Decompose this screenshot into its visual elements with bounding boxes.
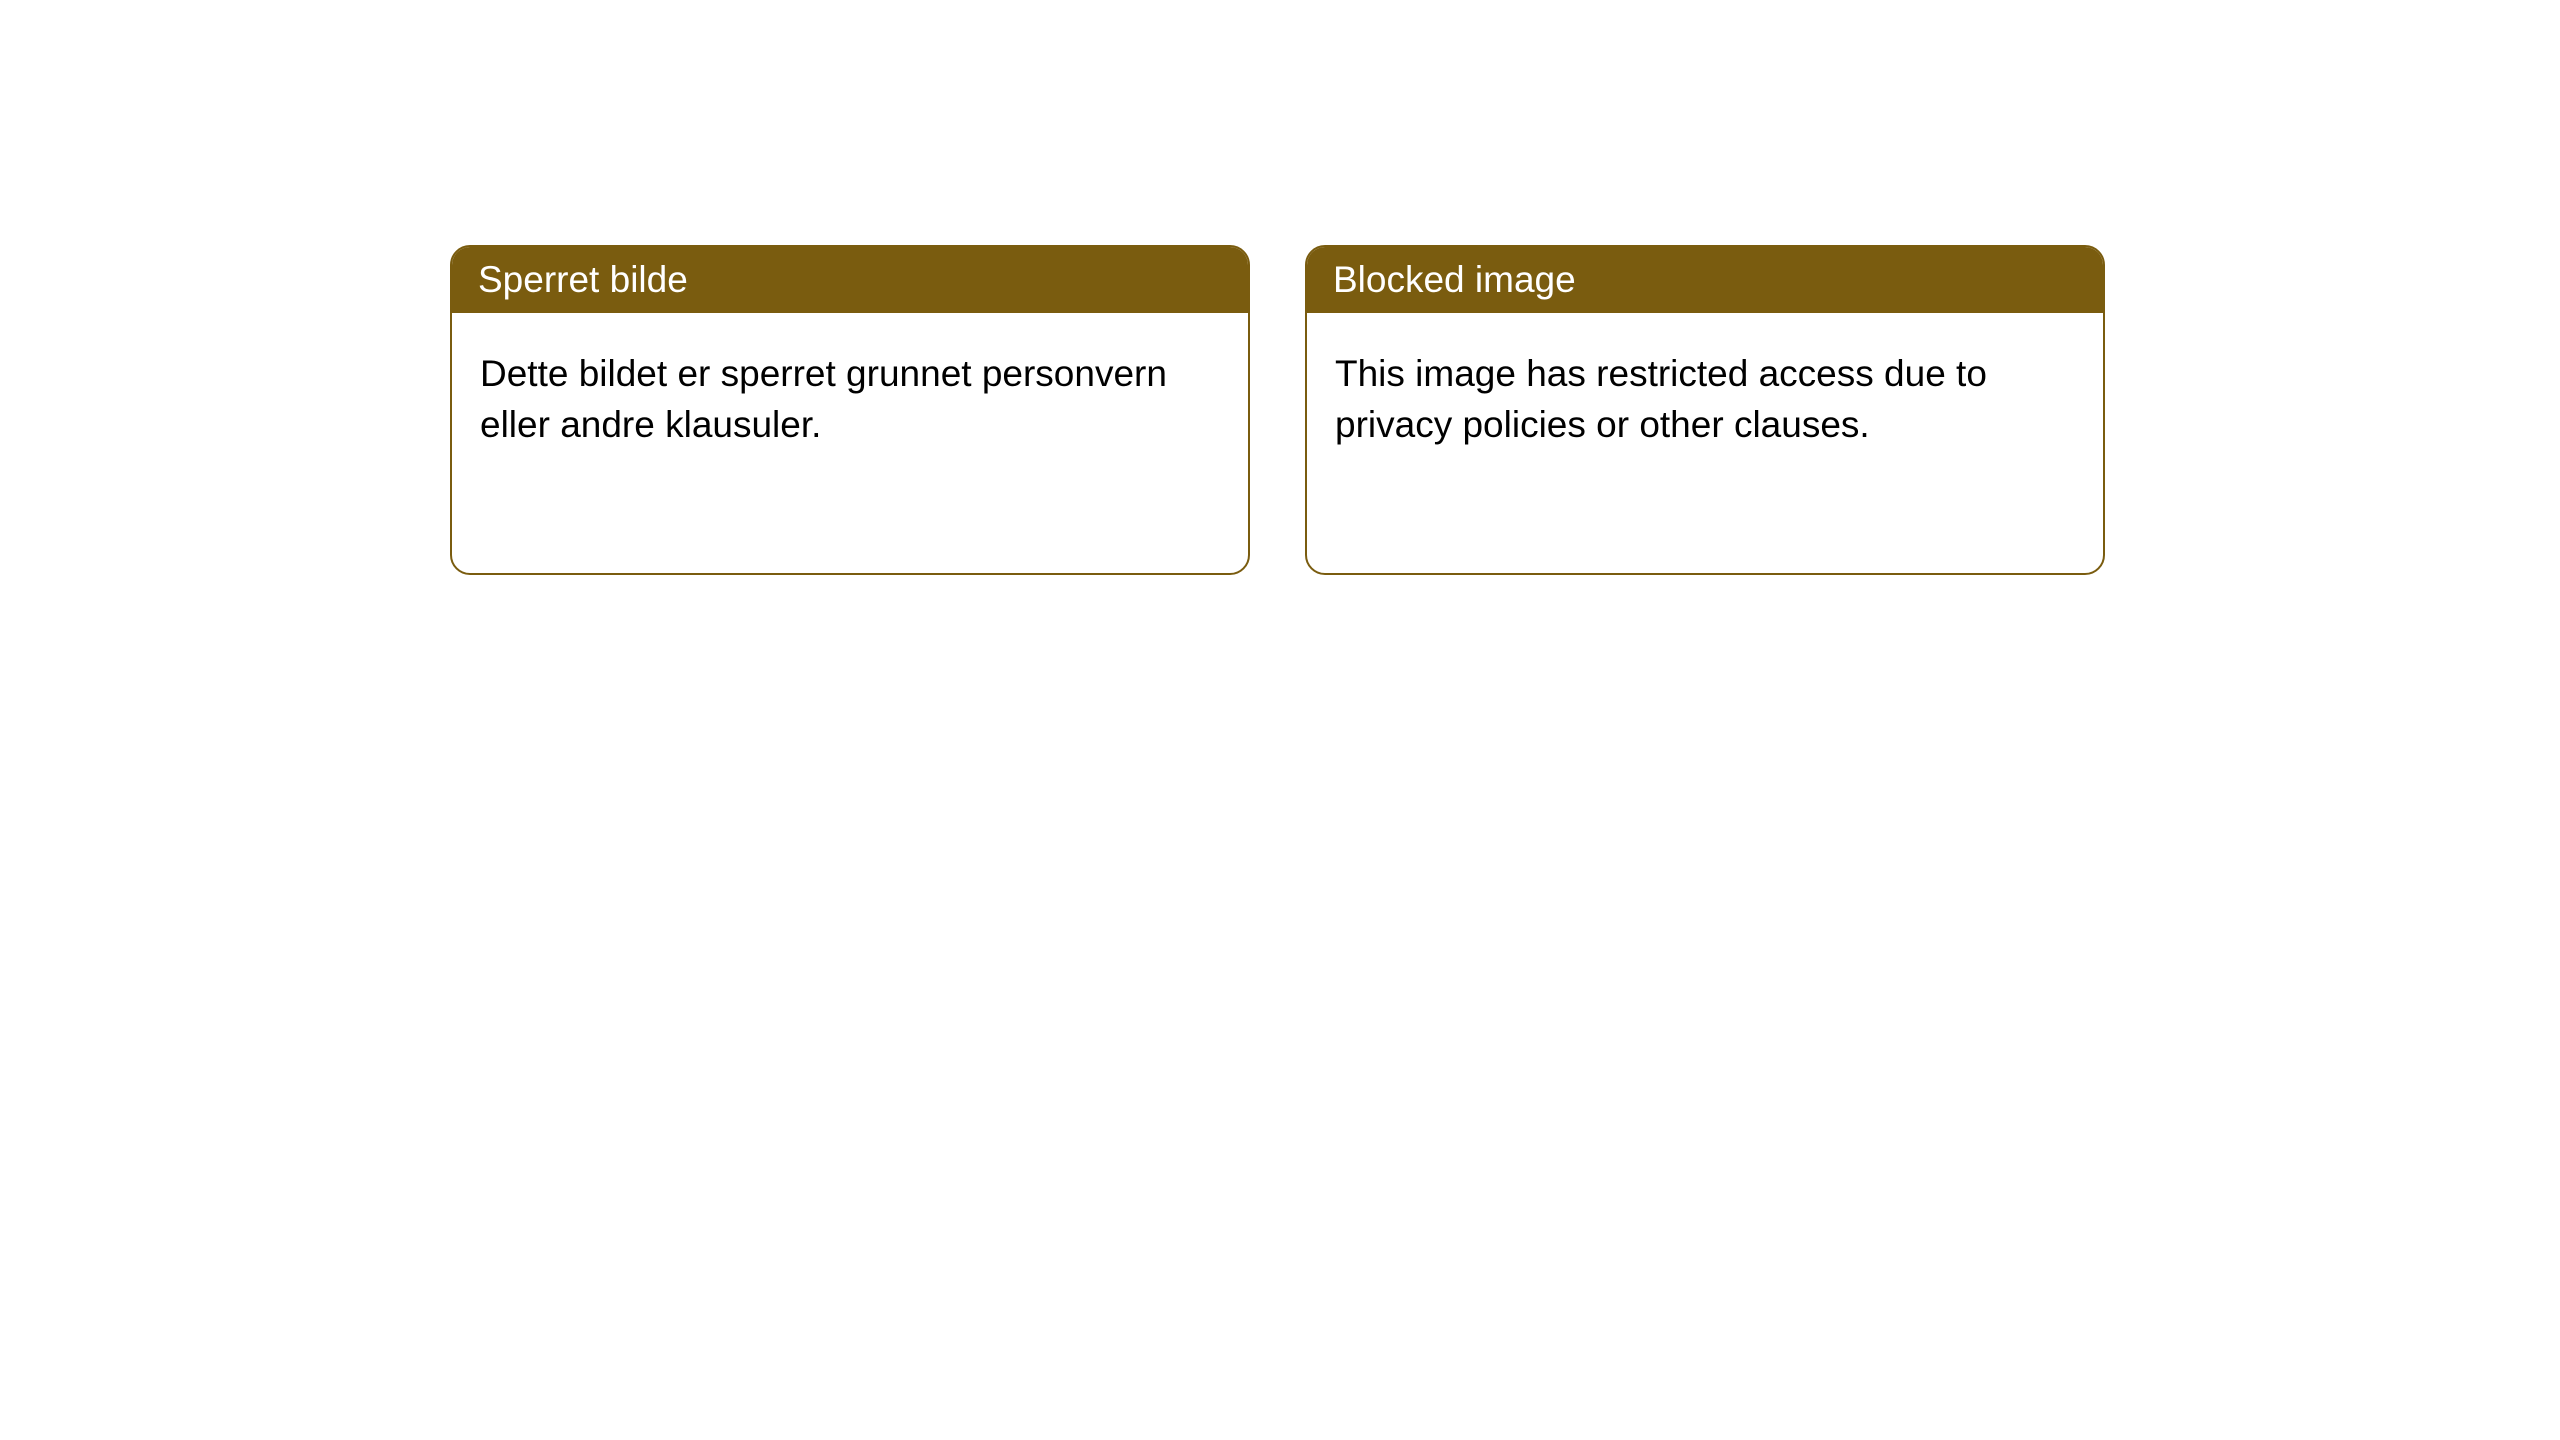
notice-card-title: Sperret bilde	[478, 259, 688, 300]
notice-card-english: Blocked image This image has restricted …	[1305, 245, 2105, 575]
notice-cards-container: Sperret bilde Dette bildet er sperret gr…	[450, 245, 2105, 575]
notice-card-norwegian: Sperret bilde Dette bildet er sperret gr…	[450, 245, 1250, 575]
notice-card-title: Blocked image	[1333, 259, 1576, 300]
notice-card-header: Blocked image	[1307, 247, 2103, 313]
notice-card-message: Dette bildet er sperret grunnet personve…	[480, 353, 1167, 445]
notice-card-message: This image has restricted access due to …	[1335, 353, 1987, 445]
notice-card-header: Sperret bilde	[452, 247, 1248, 313]
notice-card-body: Dette bildet er sperret grunnet personve…	[452, 313, 1248, 485]
notice-card-body: This image has restricted access due to …	[1307, 313, 2103, 485]
